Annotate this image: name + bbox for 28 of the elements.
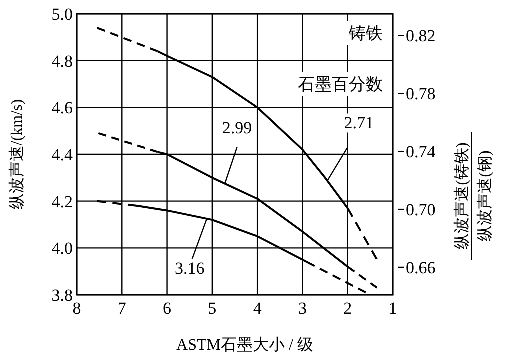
y2-tick-label: 0.74 — [406, 142, 436, 162]
y-axis-title: 纵波声速/(km/s) — [8, 99, 26, 210]
y-tick-label: 5.0 — [52, 5, 73, 24]
x-tick-label: 6 — [163, 299, 172, 318]
x-tick-label: 5 — [208, 299, 217, 318]
y2-tick-label: 0.66 — [406, 258, 436, 278]
x-axis-title: ASTM石墨大小 / 级 — [176, 336, 314, 354]
y2-tick-label: 0.70 — [406, 200, 436, 220]
y2-tick-label: 0.82 — [406, 26, 436, 46]
y-tick-label: 3.8 — [52, 286, 73, 305]
y2-axis-title: 纵波声速(铸铁) 纵波声速(钢) — [453, 142, 494, 250]
x-tick-label: 7 — [118, 299, 127, 318]
text: 2.71 — [344, 114, 374, 133]
text: 3.16 — [174, 258, 205, 278]
x-tick-label: 8 — [72, 299, 82, 318]
x-tick-label: 1 — [388, 299, 398, 318]
y-tick-label: 4.0 — [52, 239, 73, 258]
annotation: 石墨百分数 — [298, 75, 383, 94]
x-tick-label: 3 — [298, 299, 307, 318]
y-tick-label: 4.8 — [52, 52, 73, 71]
y-tick-label: 4.4 — [52, 146, 74, 164]
text: 2.99 — [222, 118, 252, 138]
y2-tick-label: 0.78 — [406, 84, 436, 104]
y-tick-label: 4.6 — [52, 98, 73, 118]
annotation: 铸铁 — [348, 24, 383, 43]
y-tick-label: 4.2 — [52, 192, 73, 212]
x-tick-label: 4 — [253, 299, 262, 318]
x-tick-label: 2 — [344, 299, 352, 318]
